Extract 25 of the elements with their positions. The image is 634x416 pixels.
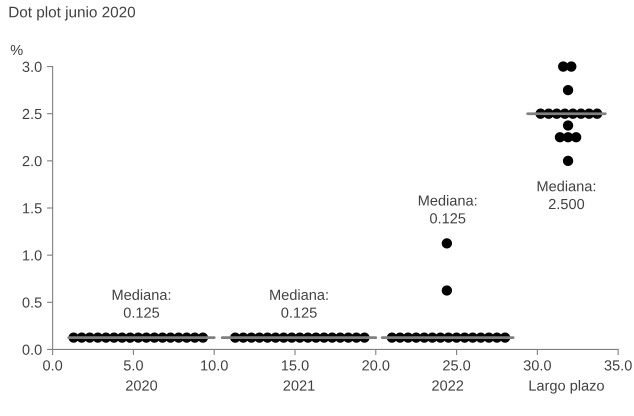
y-tick-label: 2.5 bbox=[22, 108, 42, 120]
x-tick-label: 35.0 bbox=[604, 360, 632, 371]
y-tick-label: 0.5 bbox=[22, 297, 42, 308]
chart-title: Dot plot junio 2020 bbox=[9, 6, 136, 20]
annotation: Mediana: 0.125 bbox=[418, 194, 476, 224]
annotation: Mediana: 2.500 bbox=[538, 180, 596, 210]
text: 2020 bbox=[126, 380, 158, 391]
text: 2022 bbox=[432, 380, 464, 391]
x-tick-label: 15.0 bbox=[282, 360, 309, 371]
y-tick-label: 1.5 bbox=[23, 203, 42, 214]
y-tick-label: 1.0 bbox=[23, 250, 42, 261]
y-tick-label: 0.0 bbox=[22, 344, 42, 355]
y-tick-label: 2.0 bbox=[22, 156, 42, 166]
x-tick-label: 10.0 bbox=[201, 360, 228, 371]
annotation: Mediana: 0.125 bbox=[112, 289, 170, 318]
x-tick-label: 30.0 bbox=[524, 360, 551, 371]
x-tick-label: 5.0 bbox=[124, 360, 143, 371]
y-axis-title: % bbox=[10, 44, 23, 56]
annotation: Mediana: 0.125 bbox=[270, 289, 328, 318]
x-tick-label: 0.0 bbox=[43, 360, 62, 371]
y-tick-label: 3.0 bbox=[22, 62, 42, 72]
text: Largo plazo bbox=[530, 380, 604, 394]
x-tick-label: 20.0 bbox=[362, 360, 390, 371]
x-tick-label: 25.0 bbox=[443, 360, 470, 371]
text: 2021 bbox=[284, 380, 315, 391]
